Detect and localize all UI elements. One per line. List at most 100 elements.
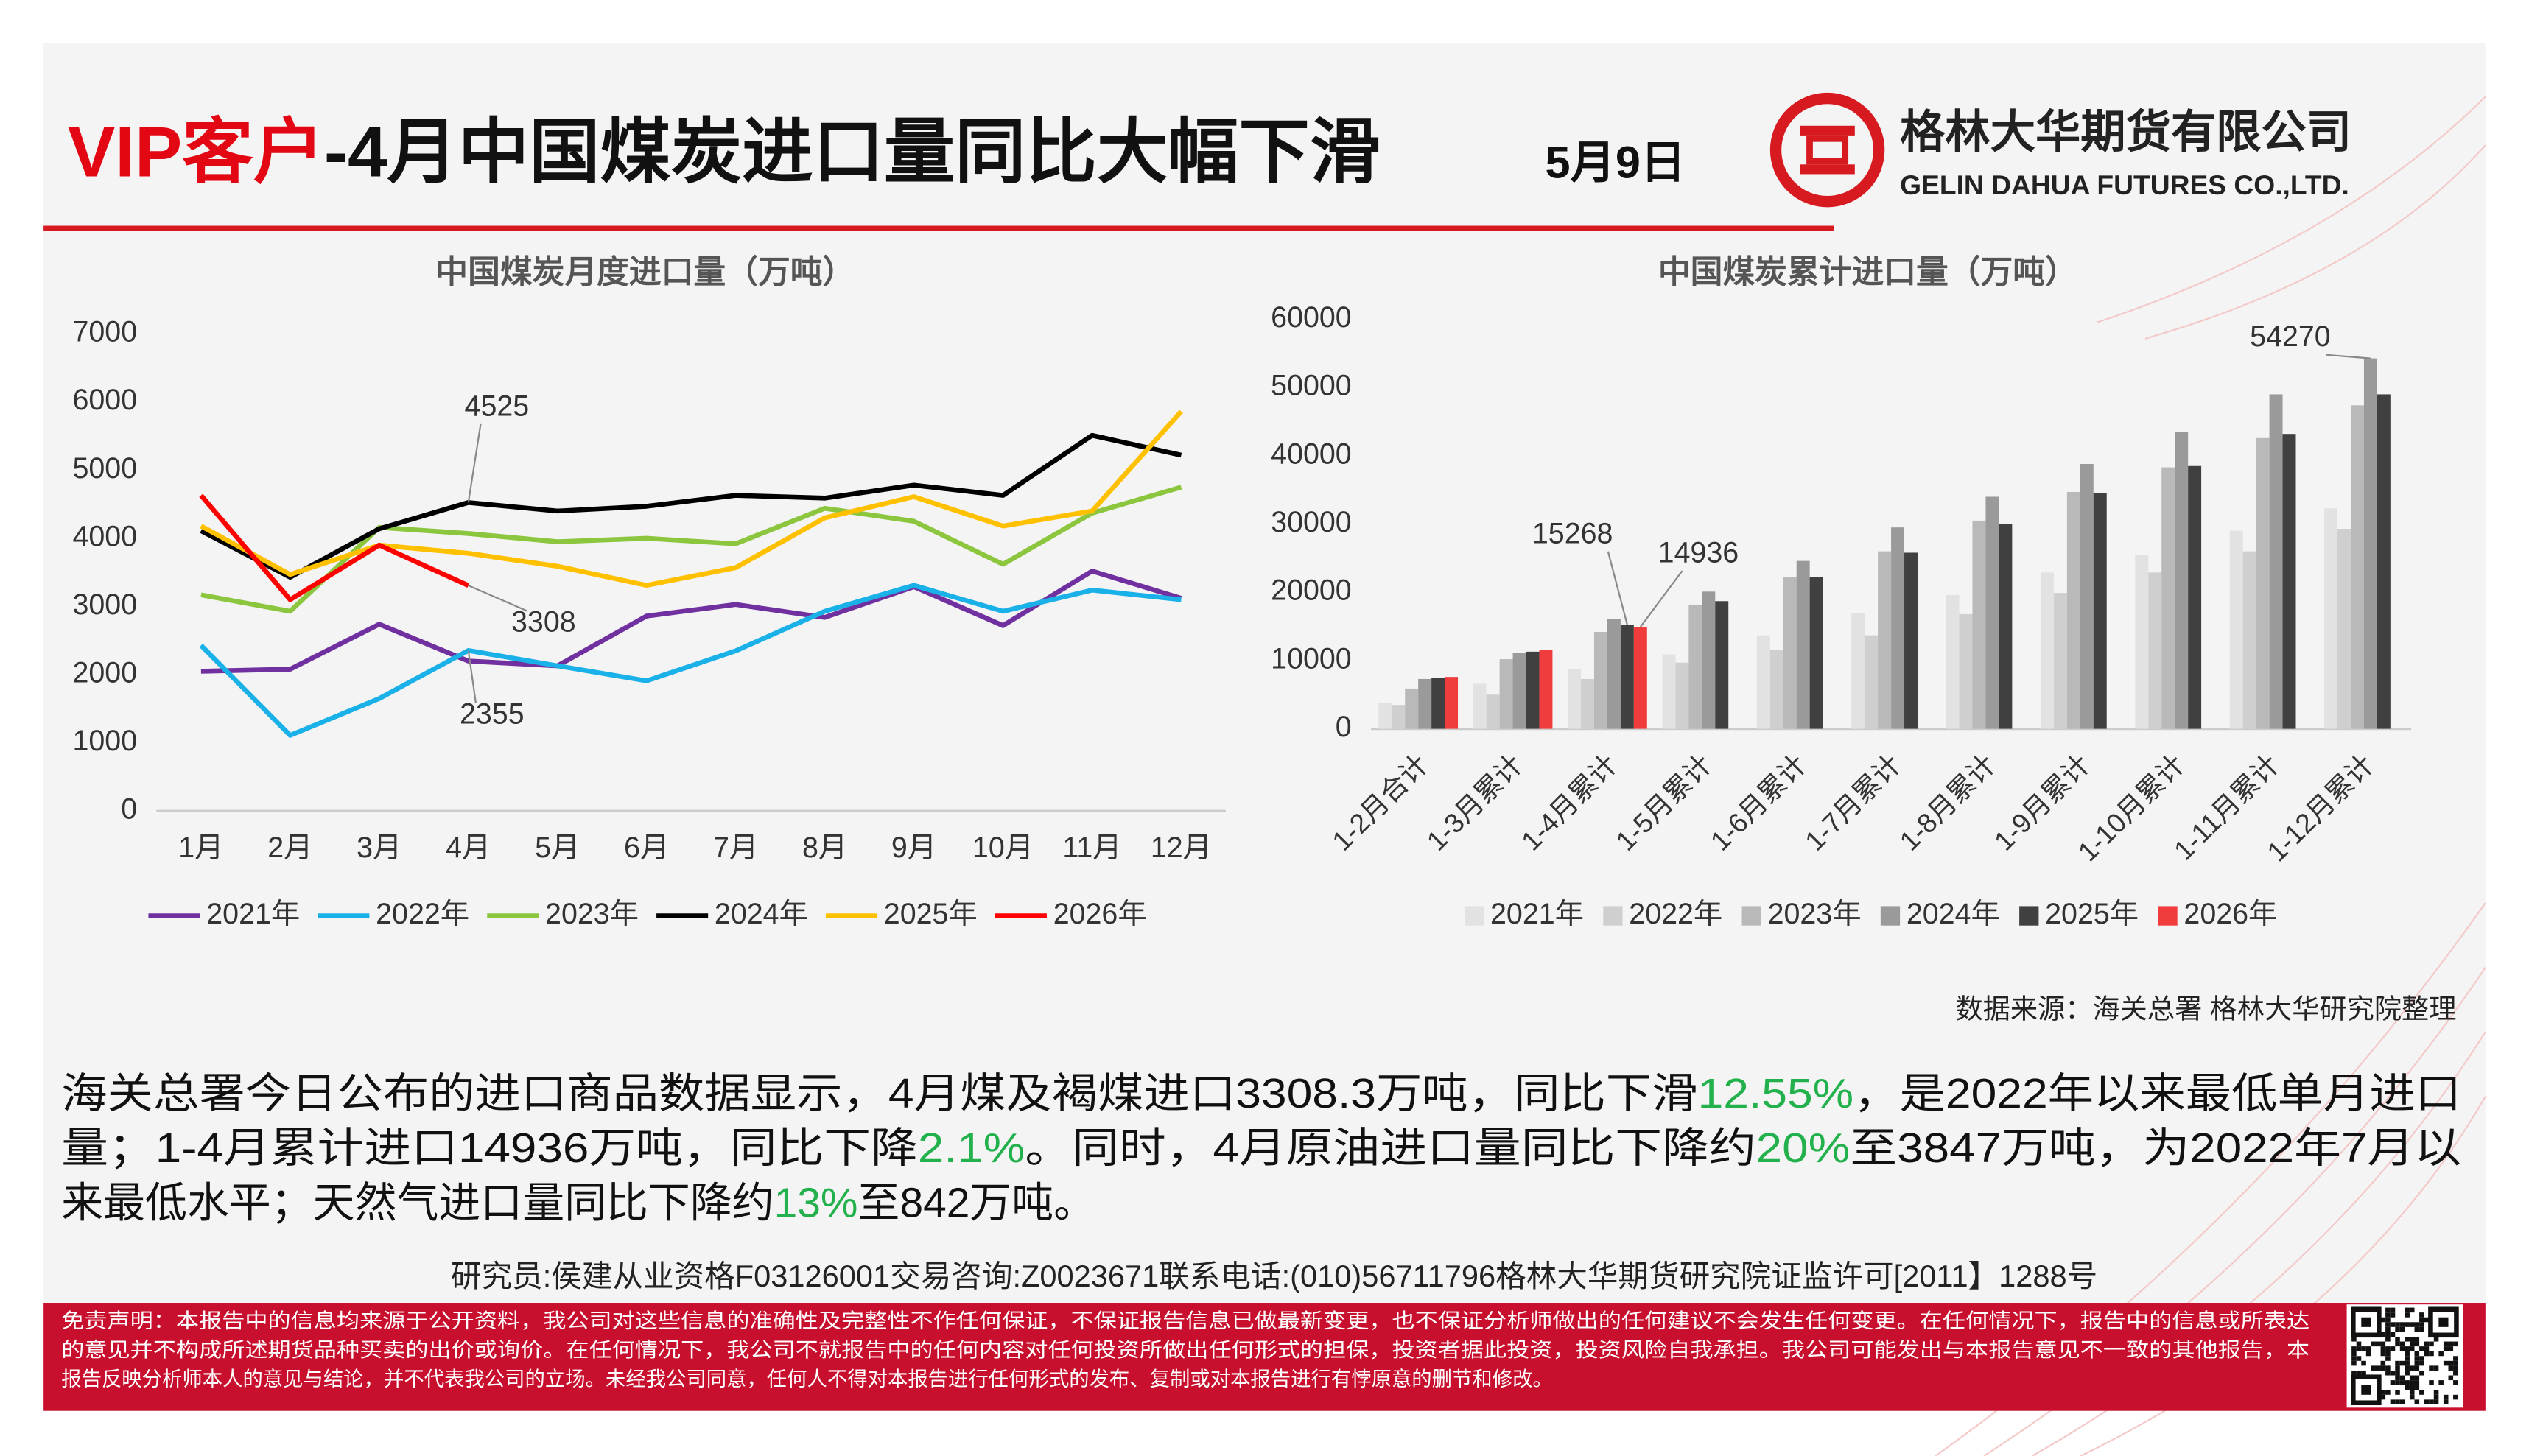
qr-cell: [2380, 1317, 2386, 1323]
qr-cell: [2438, 1351, 2444, 1357]
x-tick-label: 1月: [178, 831, 223, 864]
qr-finder: [2351, 1374, 2382, 1406]
data-label: 4525: [465, 390, 530, 422]
qr-code: [2346, 1304, 2463, 1408]
qr-cell: [2361, 1360, 2366, 1366]
qr-cell: [2419, 1356, 2424, 1361]
qr-cell: [2356, 1370, 2362, 1376]
bar: [1581, 678, 1594, 729]
qr-cell: [2443, 1341, 2449, 1347]
x-tick-label: 12月: [1151, 831, 1212, 864]
bar: [1539, 650, 1553, 729]
legend-label: 2023年: [545, 898, 639, 930]
qr-cell: [2405, 1336, 2410, 1342]
qr-cell: [2385, 1365, 2391, 1371]
bar: [1891, 527, 1905, 729]
line-series: [200, 569, 1182, 674]
qr-cell: [2356, 1356, 2362, 1361]
bar: [1688, 604, 1702, 729]
qr-cell: [2414, 1356, 2420, 1361]
qr-cell: [2351, 1336, 2357, 1342]
body-line: 量；1-4月累计进口14936万吨，同比下降 2.1% 。同时，4月原油进口量同比下…: [61, 1125, 2461, 1172]
legend-swatch: [1603, 906, 1623, 926]
highlight: 2.1%: [918, 1125, 1025, 1172]
bar: [1851, 613, 1865, 729]
bar: [1405, 688, 1419, 729]
chart-title: 中国煤炭累计进口量（万吨）: [1658, 254, 2077, 290]
qr-cell: [2448, 1360, 2454, 1366]
qr-cell: [2443, 1360, 2449, 1366]
qr-cell: [2419, 1360, 2424, 1366]
qr-cell: [2385, 1322, 2391, 1327]
bar: [1512, 653, 1526, 729]
qr-cell: [2419, 1312, 2424, 1318]
qr-cell: [2405, 1312, 2410, 1318]
bar: [1499, 659, 1513, 729]
qr-cell: [2414, 1399, 2420, 1404]
qr-cell: [2399, 1380, 2405, 1385]
body-segment: 。同时，4月原油进口量同比下降约: [1025, 1125, 1755, 1172]
legend-swatch: [1880, 906, 1901, 926]
qr-cell: [2395, 1365, 2400, 1371]
qr-cell: [2390, 1312, 2396, 1318]
qr-cell: [2380, 1360, 2386, 1366]
legend-label: 2021年: [206, 898, 300, 930]
qr-cell: [2390, 1380, 2396, 1385]
qr-cell: [2371, 1365, 2376, 1371]
qr-cell: [2390, 1332, 2396, 1337]
qr-cell: [2429, 1399, 2434, 1404]
qr-cell: [2351, 1360, 2357, 1366]
qr-cell: [2409, 1322, 2415, 1327]
qr-cell: [2453, 1380, 2458, 1385]
x-tick-label: 6月: [624, 831, 669, 864]
qr-cell: [2390, 1346, 2396, 1351]
bar: [1445, 677, 1459, 729]
qr-cell: [2448, 1375, 2454, 1381]
qr-cell: [2390, 1322, 2396, 1327]
body-segment: 海关总署今日公布的进口商品数据显示，4月煤及褐煤进口3308.3万吨，同比下滑: [61, 1070, 1697, 1117]
disclaimer: 免责声明：本报告中的信息均来源于公开资料，我公司对这些信息的准确性及完整性不作任…: [61, 1309, 2309, 1390]
data-label: 14936: [1658, 537, 1739, 569]
qr-cell: [2395, 1399, 2400, 1404]
qr-cell: [2385, 1312, 2391, 1318]
bar: [2269, 394, 2283, 729]
disclaimer-line: 的意见并不构成所述期货品种买卖的出价或询价。在任何情况下，我公司不就报告中的任何…: [61, 1338, 2309, 1361]
y-tick-label: 4000: [72, 520, 137, 552]
date: 5月9日: [1545, 138, 1686, 188]
logo: [1769, 92, 1885, 208]
qr-cell: [2375, 1365, 2381, 1371]
bar: [1959, 613, 1973, 729]
qr-cell: [2399, 1346, 2405, 1351]
label-leader: [1607, 551, 1628, 625]
bar: [1607, 619, 1621, 729]
qr-cell: [2385, 1317, 2391, 1323]
legend-swatch: [1464, 906, 1484, 926]
qr-cell: [2405, 1380, 2410, 1385]
bar: [2066, 491, 2080, 729]
bar: [1418, 678, 1432, 729]
qr-cell: [2414, 1341, 2420, 1347]
qr-finder: [2361, 1317, 2371, 1327]
qr-cell: [2409, 1375, 2415, 1381]
bar: [2229, 530, 2243, 729]
highlight: 20%: [1756, 1125, 1851, 1172]
qr-cell: [2385, 1336, 2391, 1342]
legend-label: 2025年: [2045, 898, 2139, 930]
qr-cell: [2448, 1346, 2454, 1351]
source: 数据来源：海关总署 格林大华研究院整理: [1955, 993, 2456, 1024]
bar: [2175, 432, 2189, 729]
qr-cell: [2361, 1346, 2366, 1351]
qr-cell: [2399, 1322, 2405, 1327]
x-tick-label: 8月: [802, 831, 847, 864]
legend-swatch: [2158, 906, 2178, 926]
qr-cell: [2419, 1322, 2424, 1327]
bar: [2256, 437, 2270, 729]
qr-finder: [2351, 1306, 2382, 1338]
qr-cell: [2414, 1360, 2420, 1366]
qr-cell: [2380, 1390, 2386, 1395]
body-segment: 至842万吨。: [858, 1180, 1096, 1227]
x-tick-label: 2月: [267, 831, 312, 864]
y-tick-label: 40000: [1271, 437, 1352, 470]
x-tick-label: 5月: [535, 831, 580, 864]
data-label: 2355: [460, 697, 525, 730]
